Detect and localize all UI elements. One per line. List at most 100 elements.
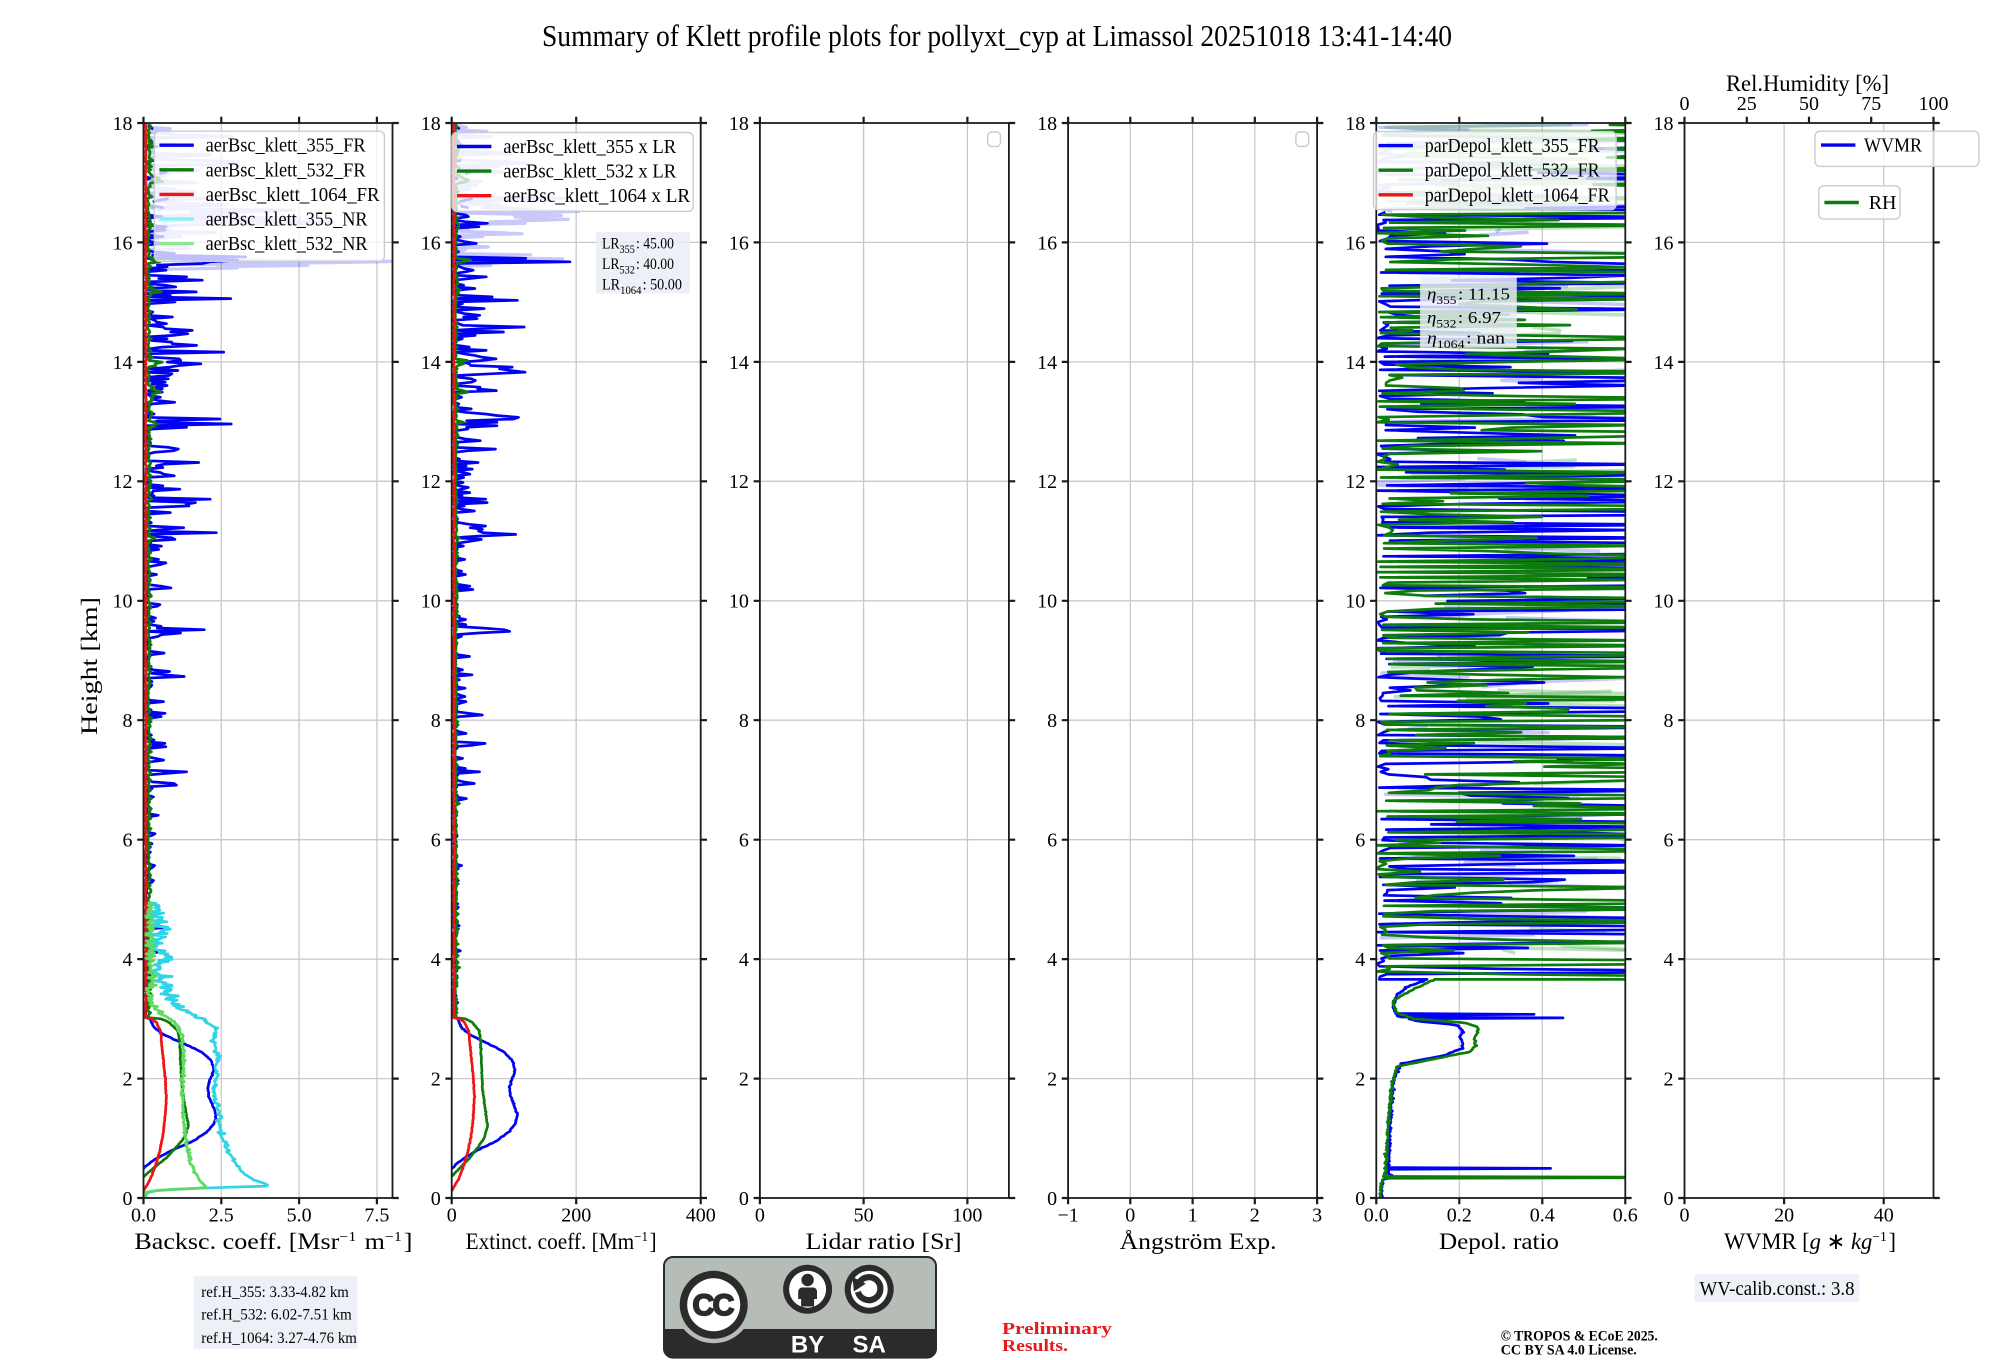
svg-text:Extinct. coeff. [Mm−1 ]: Extinct. coeff. [Mm−1 ]	[466, 1229, 657, 1254]
svg-text:8: 8	[739, 710, 749, 732]
svg-text:2: 2	[739, 1069, 749, 1091]
svg-text:14: 14	[729, 352, 749, 374]
svg-text:aerBsc_klett_532_NR: aerBsc_klett_532_NR	[206, 233, 369, 255]
svg-text:12: 12	[113, 471, 133, 493]
svg-text:Backsc. coeff. [Msr−1 m−1 ]: Backsc. coeff. [Msr −1 m −1 ]	[134, 1229, 412, 1254]
svg-text:8: 8	[1664, 710, 1674, 732]
svg-text:0: 0	[1125, 1205, 1135, 1227]
svg-text:aerBsc_klett_1064_FR: aerBsc_klett_1064_FR	[206, 184, 381, 206]
svg-text:200: 200	[561, 1205, 591, 1227]
svg-text:0: 0	[1664, 1188, 1674, 1210]
svg-text:Preliminary: Preliminary	[1002, 1319, 1113, 1338]
svg-text:0.2: 0.2	[1447, 1205, 1472, 1227]
svg-text:14: 14	[113, 352, 133, 374]
svg-text:100: 100	[952, 1205, 982, 1227]
svg-text:CC BY SA 4.0 License.: CC BY SA 4.0 License.	[1501, 1342, 1637, 1358]
svg-text:Lidar ratio [Sr]: Lidar ratio [Sr]	[806, 1229, 962, 1254]
svg-text:4: 4	[1355, 949, 1365, 971]
svg-text:100: 100	[1919, 93, 1949, 115]
svg-text:14: 14	[1037, 352, 1057, 374]
svg-text:14: 14	[421, 352, 441, 374]
svg-text:16: 16	[1654, 232, 1674, 254]
svg-text:10: 10	[421, 591, 441, 613]
svg-text:Summary of Klett profile plots: Summary of Klett profile plots for polly…	[542, 18, 1452, 53]
svg-text:20: 20	[1774, 1205, 1794, 1227]
svg-text:0.6: 0.6	[1613, 1205, 1638, 1227]
svg-text:aerBsc_klett_355_NR: aerBsc_klett_355_NR	[206, 209, 369, 231]
svg-text:3: 3	[1312, 1205, 1322, 1227]
svg-text:14: 14	[1654, 352, 1674, 374]
svg-text:16: 16	[729, 232, 749, 254]
svg-text:ref.H_355: 3.33-4.82 km: ref.H_355: 3.33-4.82 km	[201, 1284, 349, 1301]
svg-text:7.5: 7.5	[364, 1205, 389, 1227]
svg-text:0: 0	[1680, 93, 1690, 115]
svg-text:12: 12	[1345, 471, 1365, 493]
svg-text:50: 50	[1799, 93, 1819, 115]
svg-text:75: 75	[1861, 93, 1881, 115]
svg-text:2: 2	[1664, 1069, 1674, 1091]
svg-text:18: 18	[1654, 113, 1674, 135]
svg-text:0: 0	[1355, 1188, 1365, 1210]
svg-text:−1: −1	[1057, 1205, 1078, 1227]
svg-text:8: 8	[1355, 710, 1365, 732]
svg-text:WVMR [g ∗ kg−1 ]: WVMR [g ∗ kg−1 ]	[1724, 1229, 1896, 1254]
svg-text:Rel.Humidity [%]: Rel.Humidity [%]	[1726, 71, 1889, 96]
svg-text:LR1064 : 50.00: LR1064 : 50.00	[602, 277, 682, 298]
svg-text:0.0: 0.0	[1364, 1205, 1389, 1227]
svg-text:10: 10	[729, 591, 749, 613]
svg-text:parDepol_klett_1064_FR: parDepol_klett_1064_FR	[1425, 184, 1611, 206]
svg-text:0.0: 0.0	[131, 1205, 156, 1227]
svg-text:Depol. ratio: Depol. ratio	[1439, 1229, 1559, 1254]
svg-text:4: 4	[1047, 949, 1057, 971]
svg-text:0: 0	[1047, 1188, 1057, 1210]
svg-text:18: 18	[113, 113, 133, 135]
svg-text:4: 4	[123, 949, 133, 971]
svg-text:18: 18	[1345, 113, 1365, 135]
svg-text:ref.H_532: 6.02-7.51 km: ref.H_532: 6.02-7.51 km	[201, 1307, 352, 1324]
svg-text:RH: RH	[1869, 192, 1897, 214]
svg-text:16: 16	[1345, 232, 1365, 254]
svg-text:aerBsc_klett_532 x LR: aerBsc_klett_532 x LR	[503, 161, 677, 183]
svg-text:Height [km]: Height [km]	[77, 597, 102, 735]
svg-text:16: 16	[113, 232, 133, 254]
svg-text:12: 12	[729, 471, 749, 493]
svg-text:CC: CC	[693, 1289, 734, 1322]
svg-text:18: 18	[421, 113, 441, 135]
svg-text:40: 40	[1874, 1205, 1894, 1227]
svg-text:12: 12	[1654, 471, 1674, 493]
svg-text:aerBsc_klett_355_FR: aerBsc_klett_355_FR	[206, 135, 367, 157]
svg-text:18: 18	[729, 113, 749, 135]
svg-text:0: 0	[123, 1188, 133, 1210]
svg-text:6: 6	[431, 830, 441, 852]
svg-text:6: 6	[1047, 830, 1057, 852]
svg-text:8: 8	[123, 710, 133, 732]
svg-text:12: 12	[1037, 471, 1057, 493]
svg-text:25: 25	[1737, 93, 1757, 115]
svg-text:aerBsc_klett_532_FR: aerBsc_klett_532_FR	[206, 159, 367, 181]
svg-text:© TROPOS & ECoE 2025.: © TROPOS & ECoE 2025.	[1501, 1328, 1658, 1344]
svg-text:2: 2	[123, 1069, 133, 1091]
svg-text:aerBsc_klett_1064 x LR: aerBsc_klett_1064 x LR	[503, 185, 691, 207]
svg-text:6: 6	[1664, 830, 1674, 852]
svg-text:parDepol_klett_532_FR: parDepol_klett_532_FR	[1425, 160, 1601, 182]
svg-text:2: 2	[1250, 1205, 1260, 1227]
svg-text:6: 6	[739, 830, 749, 852]
svg-text:6: 6	[1355, 830, 1365, 852]
svg-text:400: 400	[686, 1205, 716, 1227]
svg-text:aerBsc_klett_355 x LR: aerBsc_klett_355 x LR	[503, 136, 677, 158]
svg-text:12: 12	[421, 471, 441, 493]
svg-text:0: 0	[755, 1205, 765, 1227]
svg-text:0.4: 0.4	[1530, 1205, 1555, 1227]
svg-text:0: 0	[1680, 1205, 1690, 1227]
svg-text:10: 10	[1345, 591, 1365, 613]
svg-text:BY: BY	[791, 1332, 824, 1359]
svg-text:2: 2	[431, 1069, 441, 1091]
svg-text:1: 1	[1188, 1205, 1198, 1227]
svg-text:WV-calib.const.: 3.8: WV-calib.const.: 3.8	[1700, 1278, 1855, 1300]
svg-text:4: 4	[739, 949, 749, 971]
svg-text:8: 8	[1047, 710, 1057, 732]
svg-text:14: 14	[1345, 352, 1365, 374]
svg-text:2: 2	[1355, 1069, 1365, 1091]
svg-text:16: 16	[1037, 232, 1057, 254]
svg-text:4: 4	[431, 949, 441, 971]
